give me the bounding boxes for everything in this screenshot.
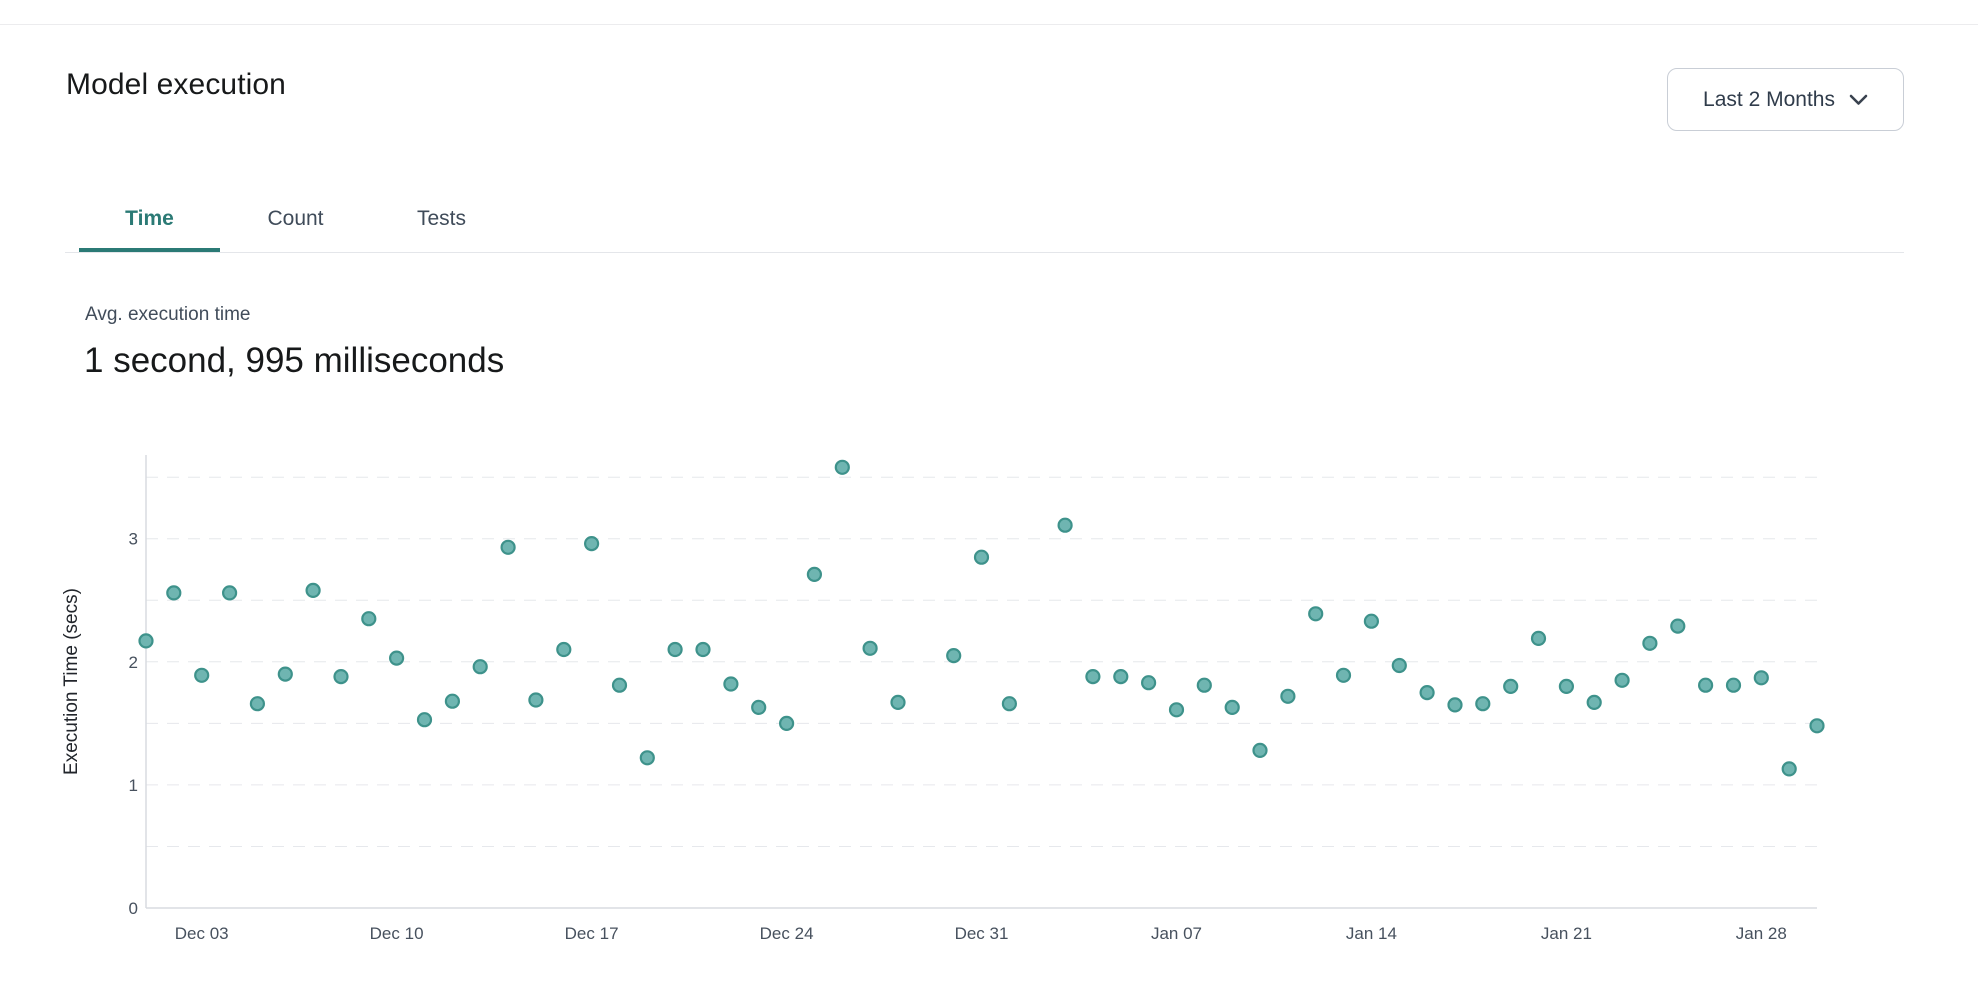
data-point[interactable]	[1447, 697, 1463, 713]
data-point[interactable]	[583, 535, 600, 552]
data-point[interactable]	[1725, 677, 1742, 693]
x-tick-label: Jan 14	[1346, 924, 1397, 943]
data-point[interactable]	[1809, 718, 1825, 734]
data-point[interactable]	[389, 650, 405, 666]
data-point[interactable]	[1753, 670, 1769, 686]
data-point[interactable]	[1419, 684, 1435, 701]
date-range-dropdown[interactable]: Last 2 Months	[1667, 68, 1904, 131]
data-point[interactable]	[416, 712, 433, 728]
y-tick-label: 2	[129, 653, 138, 672]
tab-label: Tests	[416, 207, 466, 230]
x-tick-label: Dec 17	[565, 924, 619, 943]
tab-count[interactable]: Count	[225, 186, 366, 252]
data-point[interactable]	[277, 666, 293, 682]
y-tick-label: 0	[129, 899, 138, 918]
data-point[interactable]	[556, 641, 572, 658]
data-point[interactable]	[1670, 618, 1686, 634]
tab-time[interactable]: Time	[79, 186, 220, 252]
data-point[interactable]	[472, 659, 488, 675]
data-point[interactable]	[1140, 675, 1157, 691]
data-point[interactable]	[806, 566, 823, 583]
data-point[interactable]	[1168, 702, 1185, 718]
data-point[interactable]	[305, 582, 321, 599]
data-point[interactable]	[138, 633, 154, 649]
metric-value: 1 second, 995 milliseconds	[84, 341, 505, 380]
data-point[interactable]	[361, 611, 377, 627]
data-point[interactable]	[1642, 635, 1658, 651]
x-tick-label: Dec 03	[175, 924, 229, 943]
data-point[interactable]	[1057, 517, 1073, 533]
y-tick-label: 1	[129, 776, 138, 795]
data-point[interactable]	[611, 677, 628, 693]
tab-tests[interactable]: Tests	[371, 186, 512, 252]
top-divider	[0, 24, 1978, 25]
data-point[interactable]	[222, 585, 238, 601]
data-point[interactable]	[723, 676, 739, 692]
x-tick-label: Dec 31	[955, 924, 1009, 943]
data-point[interactable]	[1697, 677, 1714, 693]
data-point[interactable]	[1614, 672, 1630, 688]
x-tick-label: Jan 07	[1151, 924, 1202, 943]
data-point[interactable]	[194, 667, 210, 683]
data-point[interactable]	[834, 459, 850, 475]
data-point[interactable]	[1391, 657, 1407, 674]
data-point[interactable]	[1196, 677, 1212, 693]
data-point[interactable]	[166, 585, 182, 601]
x-tick-label: Dec 10	[370, 924, 424, 943]
tab-label: Time	[125, 207, 174, 230]
x-tick-label: Jan 28	[1736, 924, 1787, 943]
data-point[interactable]	[1503, 678, 1519, 695]
tab-bar: Time Count Tests	[79, 186, 512, 252]
x-tick-label: Jan 21	[1541, 924, 1592, 943]
data-point[interactable]	[1363, 613, 1380, 629]
data-point[interactable]	[1530, 630, 1547, 647]
data-point[interactable]	[1224, 699, 1240, 716]
data-point[interactable]	[444, 693, 460, 709]
data-point[interactable]	[1558, 678, 1575, 695]
data-point[interactable]	[695, 641, 711, 658]
data-point[interactable]	[1280, 688, 1296, 704]
data-point[interactable]	[862, 640, 878, 656]
data-point[interactable]	[500, 539, 516, 555]
data-point[interactable]	[1475, 696, 1491, 712]
data-point[interactable]	[1252, 742, 1268, 759]
data-point[interactable]	[333, 668, 349, 685]
y-tick-label: 3	[129, 530, 138, 549]
data-point[interactable]	[946, 647, 962, 664]
page-title: Model execution	[66, 68, 286, 101]
data-point[interactable]	[1308, 606, 1324, 622]
date-range-value: Last 2 Months	[1703, 87, 1835, 111]
data-point[interactable]	[1335, 667, 1352, 683]
data-point[interactable]	[639, 750, 655, 766]
chevron-down-icon	[1849, 94, 1868, 105]
data-point[interactable]	[667, 641, 683, 658]
data-point[interactable]	[249, 696, 265, 712]
tab-bar-divider	[65, 252, 1904, 253]
data-point[interactable]	[1781, 761, 1797, 777]
data-point[interactable]	[890, 694, 906, 711]
x-tick-label: Dec 24	[760, 924, 814, 943]
data-point[interactable]	[751, 699, 767, 716]
tab-label: Count	[267, 207, 324, 230]
data-point[interactable]	[1586, 694, 1602, 711]
data-point[interactable]	[778, 715, 795, 732]
data-point[interactable]	[1001, 696, 1018, 712]
y-axis-title: Execution Time (secs)	[61, 588, 82, 775]
data-point[interactable]	[1113, 668, 1129, 685]
data-point[interactable]	[973, 549, 990, 565]
data-point[interactable]	[528, 692, 544, 708]
data-point[interactable]	[1085, 668, 1101, 685]
metric-label: Avg. execution time	[85, 304, 251, 325]
